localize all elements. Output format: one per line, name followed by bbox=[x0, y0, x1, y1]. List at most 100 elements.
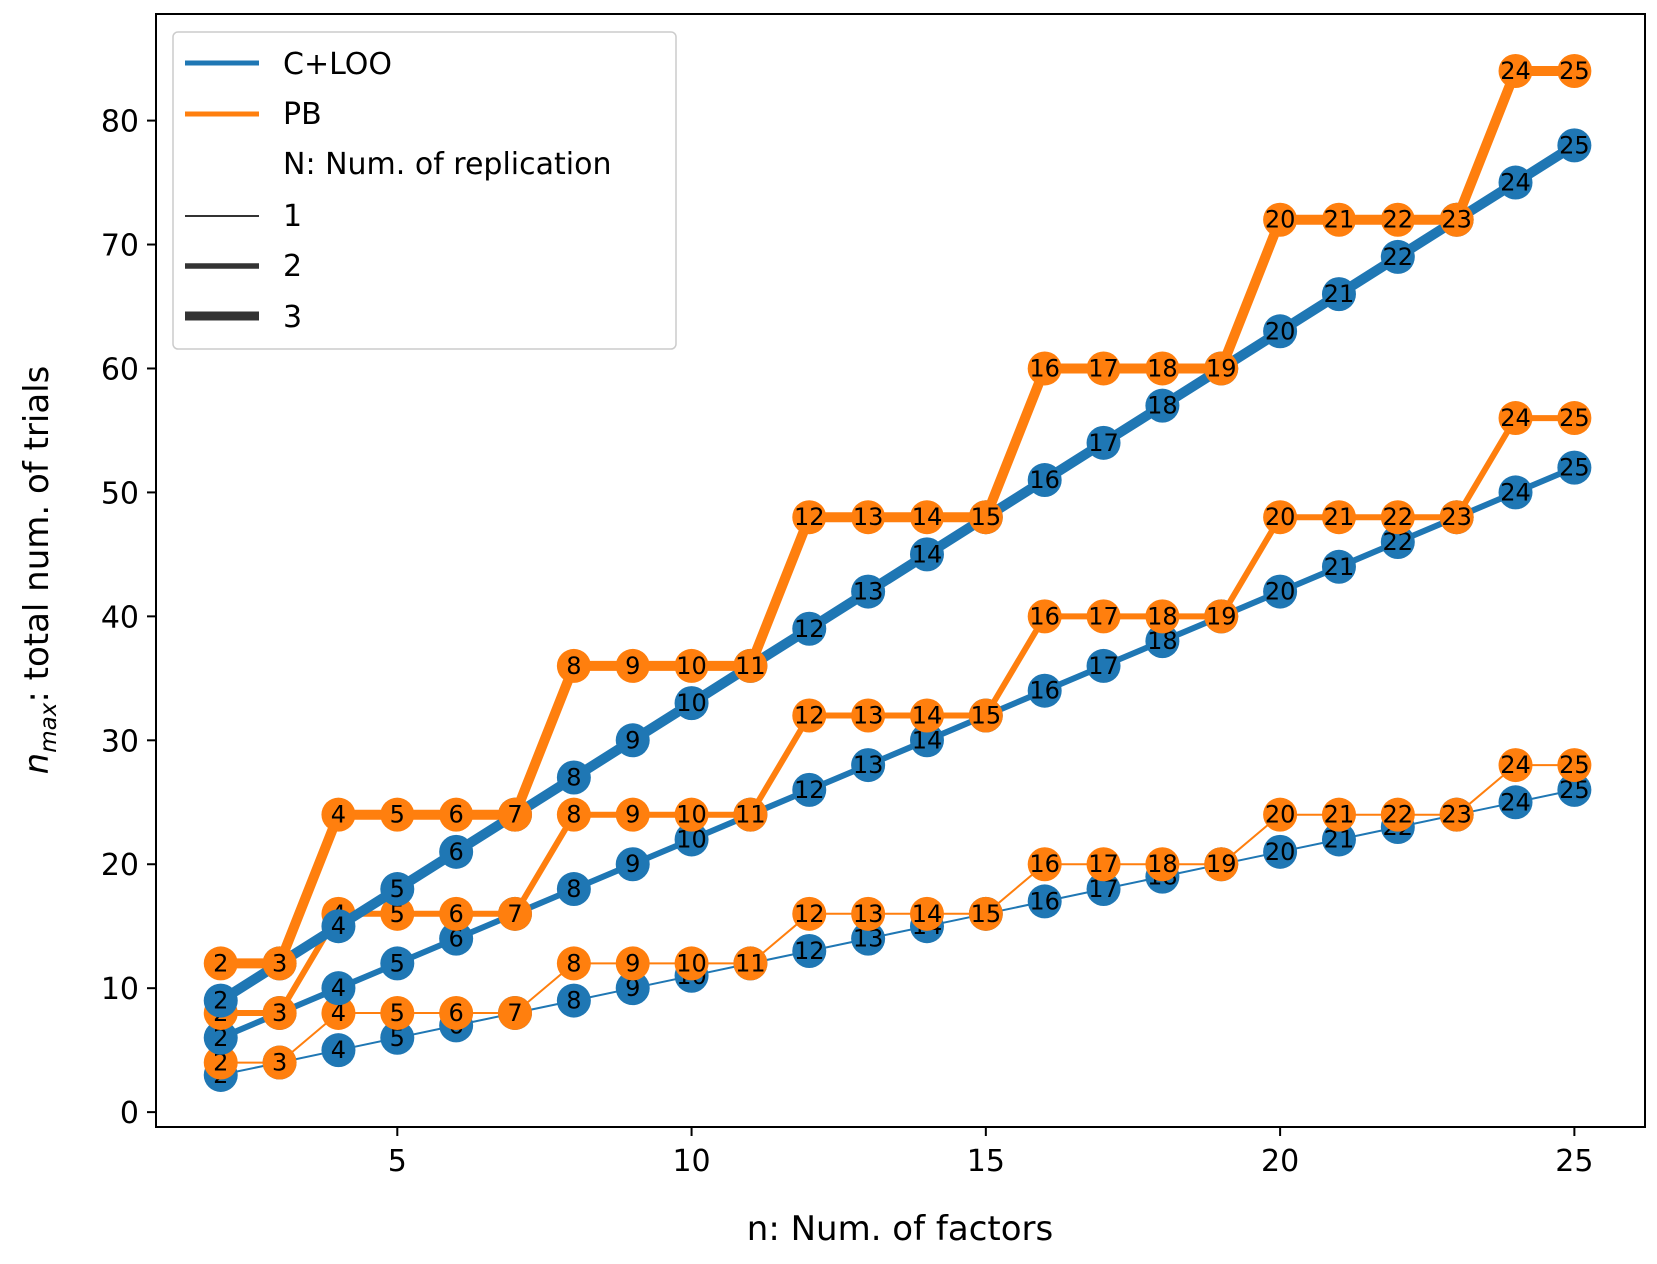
data-point-label-pb-n2: 18 bbox=[1147, 602, 1178, 630]
legend-label-replication-2: 2 bbox=[283, 249, 302, 284]
data-point-cloo-n3 bbox=[1027, 463, 1062, 498]
data-point-pb-n2 bbox=[792, 698, 827, 733]
data-point-label-cloo-n2: 17 bbox=[1088, 652, 1119, 680]
data-point-label-cloo-n2: 5 bbox=[390, 949, 405, 977]
data-point-cloo-n2 bbox=[380, 946, 415, 981]
data-point-cloo-n2 bbox=[1263, 574, 1298, 609]
data-point-pb-n3 bbox=[1204, 351, 1239, 386]
data-point-label-pb-n3: 17 bbox=[1088, 354, 1119, 382]
data-point-pb-n2 bbox=[1439, 500, 1474, 535]
data-point-pb-n3 bbox=[498, 797, 533, 832]
data-point-pb-n3 bbox=[262, 946, 297, 981]
data-point-pb-n2 bbox=[851, 698, 886, 733]
data-point-cloo-n3 bbox=[380, 872, 415, 907]
data-point-label-pb-n3: 5 bbox=[390, 801, 405, 829]
data-point-cloo-n2 bbox=[1557, 450, 1592, 485]
data-point-pb-n3 bbox=[1263, 202, 1298, 237]
data-point-label-cloo-n2: 25 bbox=[1559, 454, 1590, 482]
data-point-label-pb-n1: 3 bbox=[272, 1049, 287, 1077]
data-point-cloo-n3 bbox=[909, 537, 944, 572]
data-point-label-pb-n2: 17 bbox=[1088, 602, 1119, 630]
data-point-pb-n2 bbox=[968, 698, 1003, 733]
data-point-label-pb-n1: 21 bbox=[1324, 801, 1355, 829]
x-tick-label: 10 bbox=[672, 1144, 710, 1179]
data-point-label-cloo-n3: 6 bbox=[449, 838, 464, 866]
data-point-label-cloo-n1: 8 bbox=[566, 987, 581, 1015]
data-point-pb-n3 bbox=[1557, 54, 1592, 89]
data-point-label-pb-n2: 22 bbox=[1383, 503, 1414, 531]
data-point-pb-n3 bbox=[556, 648, 591, 683]
legend-label-cloo: C+LOO bbox=[283, 47, 392, 82]
data-point-label-pb-n3: 24 bbox=[1500, 57, 1531, 85]
x-tick-label: 5 bbox=[388, 1144, 407, 1179]
data-point-pb-n1 bbox=[1498, 748, 1533, 783]
data-point-label-pb-n2: 7 bbox=[507, 900, 522, 928]
data-point-label-pb-n3: 23 bbox=[1441, 206, 1472, 234]
data-point-label-pb-n1: 2 bbox=[213, 1049, 228, 1077]
x-tick-label: 15 bbox=[967, 1144, 1005, 1179]
data-point-label-cloo-n2: 16 bbox=[1029, 677, 1060, 705]
data-point-pb-n2 bbox=[262, 995, 297, 1030]
data-point-label-cloo-n3: 9 bbox=[625, 726, 640, 754]
data-point-pb-n3 bbox=[733, 648, 768, 683]
data-point-label-cloo-n1: 4 bbox=[331, 1036, 346, 1064]
data-point-label-pb-n2: 5 bbox=[390, 900, 405, 928]
data-point-pb-n1 bbox=[1204, 847, 1239, 882]
data-point-label-pb-n3: 2 bbox=[213, 949, 228, 977]
data-point-pb-n1 bbox=[1439, 797, 1474, 832]
data-point-cloo-n2 bbox=[792, 772, 827, 807]
data-point-pb-n2 bbox=[1380, 500, 1415, 535]
data-point-pb-n1 bbox=[792, 896, 827, 931]
data-point-label-cloo-n2: 2 bbox=[213, 1024, 228, 1052]
data-point-pb-n1 bbox=[1557, 748, 1592, 783]
data-point-label-pb-n2: 8 bbox=[566, 801, 581, 829]
data-point-label-pb-n1: 16 bbox=[1029, 850, 1060, 878]
data-point-pb-n1 bbox=[968, 896, 1003, 931]
data-point-cloo-n2 bbox=[1321, 549, 1356, 584]
series-layer: 2345678910111213141516171819202122232425… bbox=[203, 54, 1592, 1092]
y-tick-label: 20 bbox=[101, 848, 139, 883]
data-point-cloo-n3 bbox=[321, 909, 356, 944]
data-point-label-pb-n3: 25 bbox=[1559, 57, 1590, 85]
data-point-label-pb-n3: 18 bbox=[1147, 354, 1178, 382]
data-point-cloo-n2 bbox=[556, 872, 591, 907]
data-point-cloo-n3 bbox=[1380, 239, 1415, 274]
data-point-label-cloo-n3: 10 bbox=[676, 689, 707, 717]
data-point-pb-n1 bbox=[1086, 847, 1121, 882]
data-point-cloo-n3 bbox=[615, 723, 650, 758]
data-point-label-pb-n1: 18 bbox=[1147, 850, 1178, 878]
data-point-pb-n3 bbox=[1145, 351, 1180, 386]
data-point-label-pb-n3: 22 bbox=[1383, 206, 1414, 234]
data-point-label-cloo-n3: 8 bbox=[566, 763, 581, 791]
data-point-pb-n1 bbox=[556, 946, 591, 981]
legend-frame bbox=[172, 31, 677, 350]
data-point-label-pb-n1: 6 bbox=[449, 999, 464, 1027]
data-point-cloo-n2 bbox=[851, 748, 886, 783]
data-point-pb-n2 bbox=[674, 797, 709, 832]
data-point-cloo-n2 bbox=[674, 822, 709, 857]
data-point-pb-n3 bbox=[615, 648, 650, 683]
data-point-pb-n3 bbox=[1321, 202, 1356, 237]
data-point-label-cloo-n2: 8 bbox=[566, 875, 581, 903]
data-point-pb-n3 bbox=[380, 797, 415, 832]
data-point-pb-n1 bbox=[321, 995, 356, 1030]
data-point-pb-n1 bbox=[1321, 797, 1356, 832]
data-point-label-pb-n1: 12 bbox=[794, 900, 825, 928]
data-point-pb-n3 bbox=[203, 946, 238, 981]
data-point-cloo-n1 bbox=[1557, 772, 1592, 807]
data-point-pb-n3 bbox=[1027, 351, 1062, 386]
data-point-label-pb-n3: 6 bbox=[449, 801, 464, 829]
data-point-label-pb-n3: 14 bbox=[912, 503, 943, 531]
data-point-label-cloo-n3: 21 bbox=[1324, 280, 1355, 308]
data-point-label-pb-n2: 10 bbox=[676, 801, 707, 829]
data-point-label-pb-n1: 4 bbox=[331, 999, 346, 1027]
data-point-label-pb-n3: 12 bbox=[794, 503, 825, 531]
data-point-label-pb-n2: 14 bbox=[912, 702, 943, 730]
y-axis-label-text: : total num. of trials bbox=[17, 366, 57, 703]
data-point-cloo-n2 bbox=[321, 971, 356, 1006]
data-point-cloo-n1 bbox=[1321, 822, 1356, 857]
